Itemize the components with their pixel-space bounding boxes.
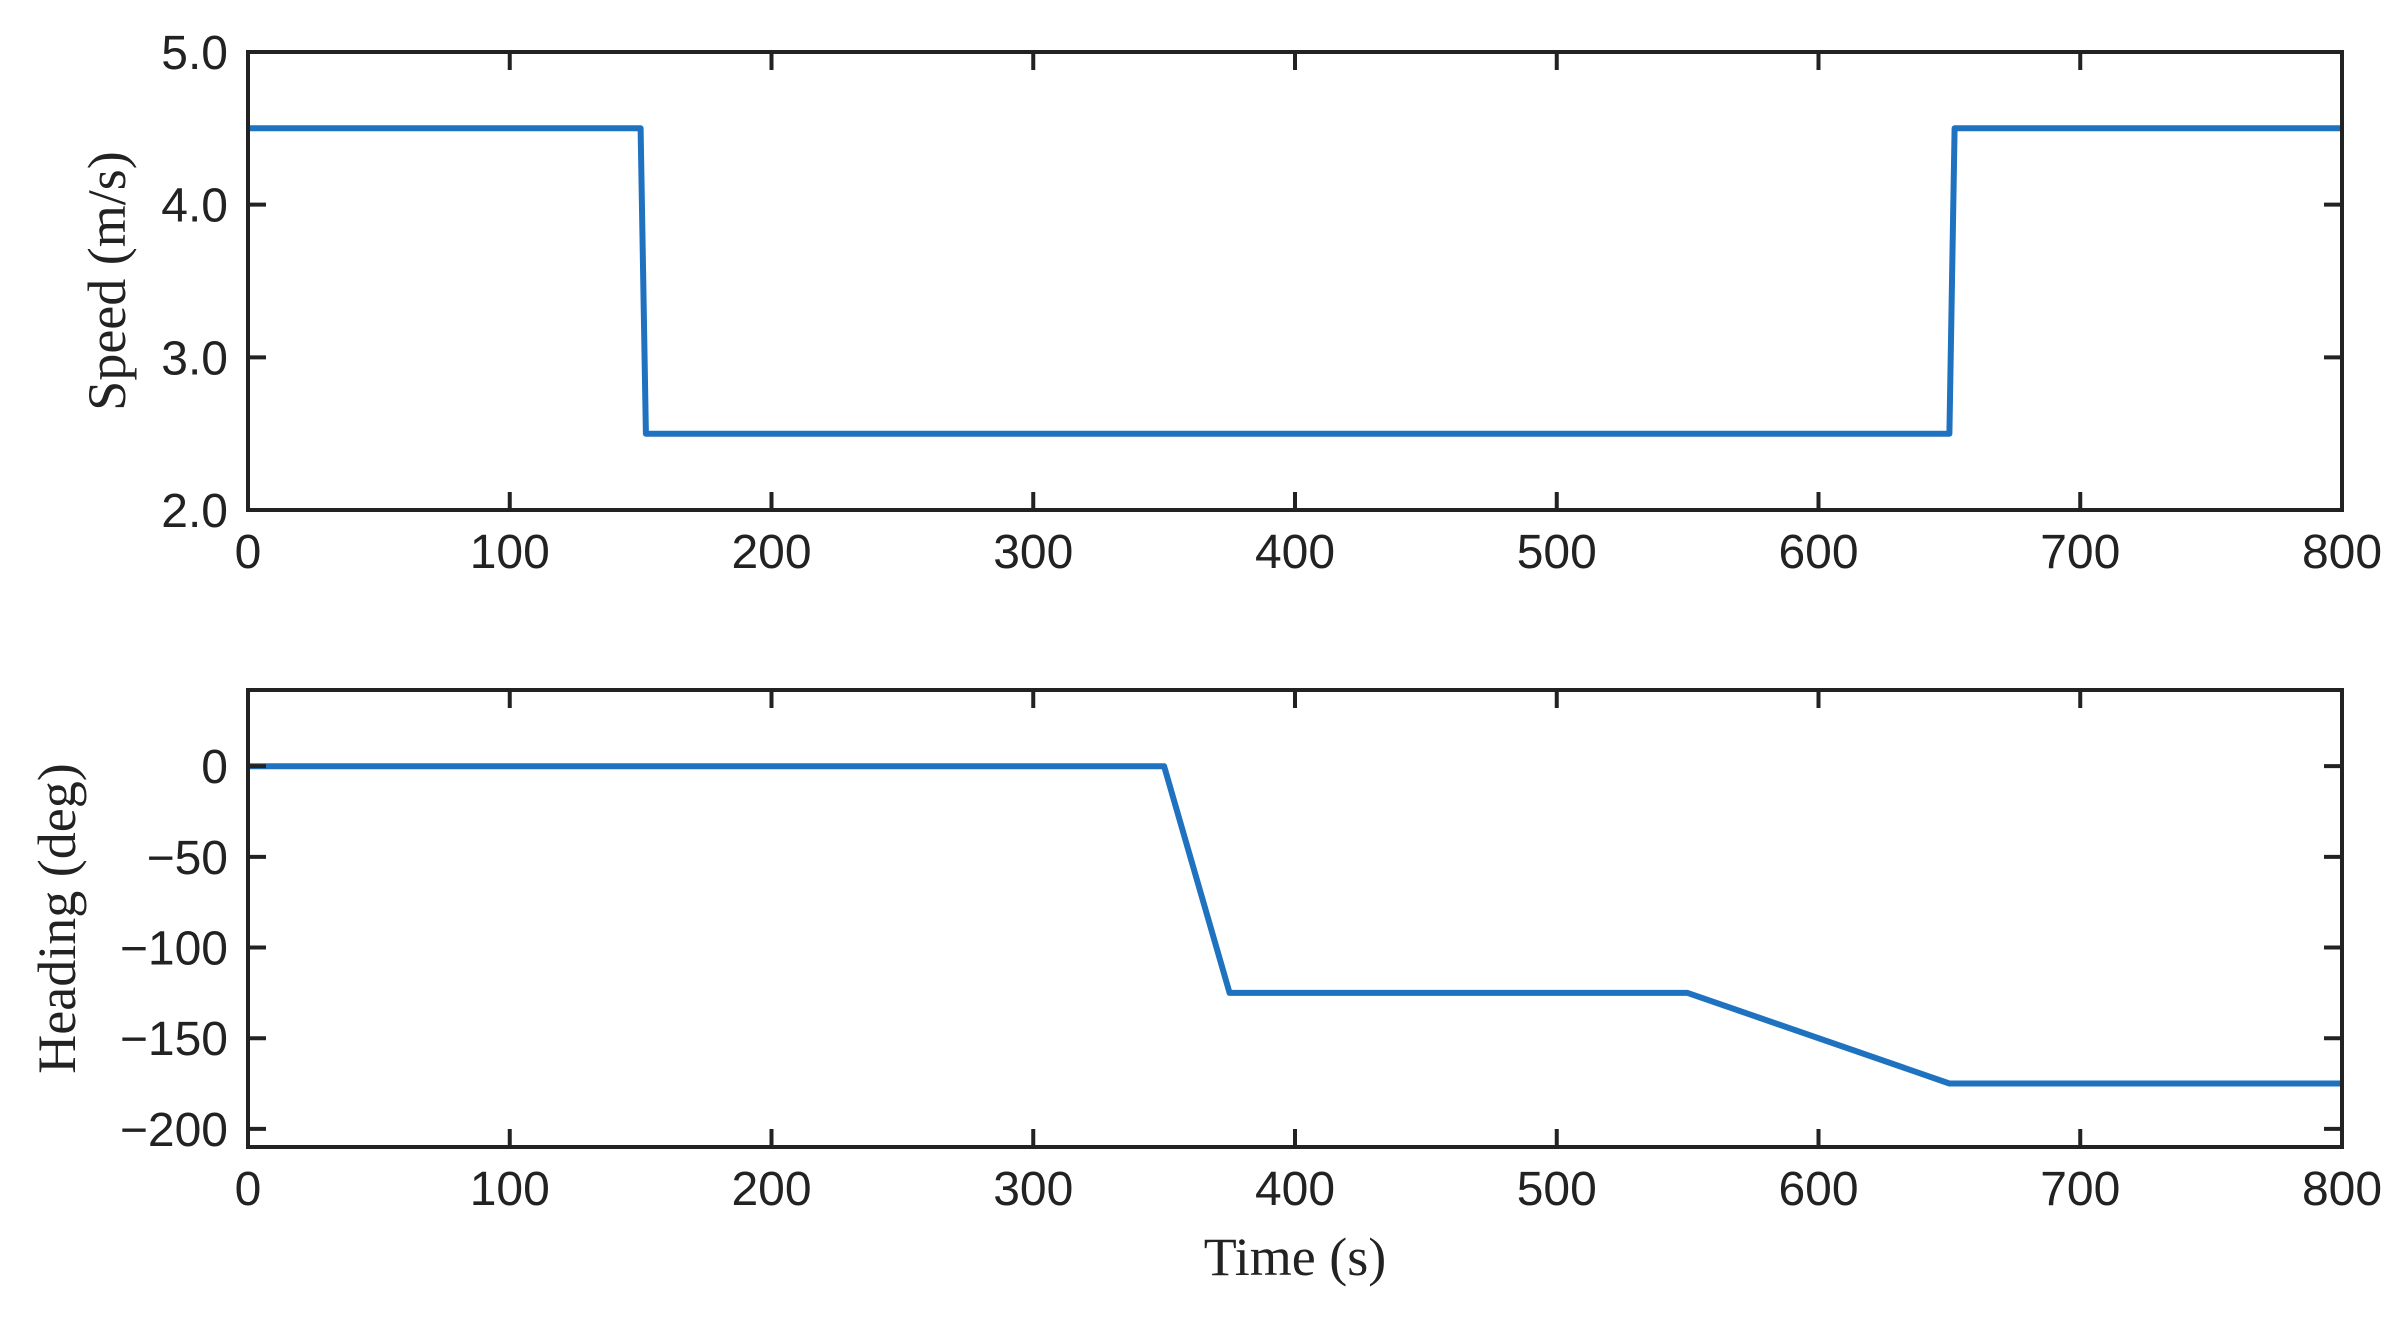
x-tick-label: 600 <box>1778 1163 1858 1216</box>
x-tick-label: 400 <box>1255 526 1335 579</box>
plot-frame <box>246 688 2344 1149</box>
y-tick-label: −150 <box>120 1013 228 1066</box>
x-tick-label: 700 <box>2040 526 2120 579</box>
speed-plot: 0 100 200 300 400 500 600 700 800 2.0 3.0 4.0 5.0 Spe… <box>77 27 2382 579</box>
x-tick-label: 0 <box>235 1163 262 1216</box>
x-tick-label: 300 <box>993 526 1073 579</box>
y-axis-title: Speed (m/s) <box>77 151 137 410</box>
series-line <box>248 125 2342 437</box>
x-tick-label: 200 <box>731 526 811 579</box>
y-tick-label: −200 <box>120 1104 228 1157</box>
x-tick-label: 600 <box>1778 526 1858 579</box>
y-tick-label: 0 <box>201 741 228 794</box>
x-tick-label: 500 <box>1517 526 1597 579</box>
x-tick-label: 100 <box>470 1163 550 1216</box>
y-tick-label: 5.0 <box>161 27 228 80</box>
series-line <box>248 763 2342 1087</box>
x-tick-label: 200 <box>731 1163 811 1216</box>
y-tick-label: −100 <box>120 923 228 976</box>
x-tick-label: 800 <box>2302 1163 2382 1216</box>
y-axis-title: Heading (deg) <box>27 763 87 1073</box>
heading-plot: 0 100 200 300 400 500 600 700 800 0 −50 −100 −150 −20… <box>27 688 2382 1287</box>
y-tick-label: −50 <box>147 832 228 885</box>
x-tick-label: 0 <box>235 526 262 579</box>
x-tick-label: 100 <box>470 526 550 579</box>
y-tick-label: 3.0 <box>161 332 228 385</box>
y-tick-label: 2.0 <box>161 485 228 538</box>
x-tick-label: 800 <box>2302 526 2382 579</box>
x-tick-label: 400 <box>1255 1163 1335 1216</box>
x-tick-label: 500 <box>1517 1163 1597 1216</box>
x-axis-title: Time (s) <box>1204 1227 1387 1287</box>
y-tick-label: 4.0 <box>161 180 228 233</box>
x-tick-label: 700 <box>2040 1163 2120 1216</box>
x-tick-label: 300 <box>993 1163 1073 1216</box>
plot-frame <box>246 50 2344 512</box>
